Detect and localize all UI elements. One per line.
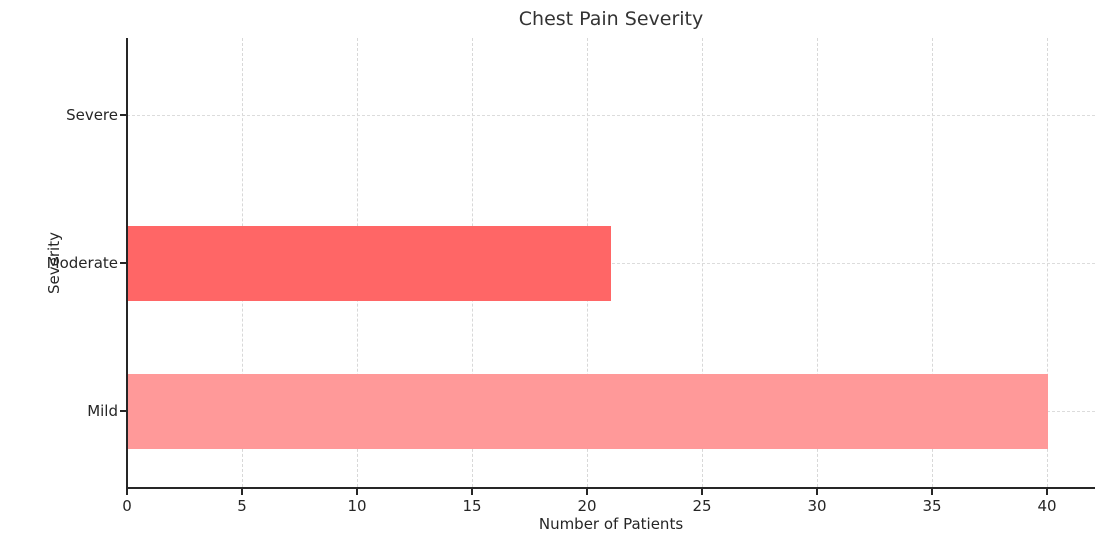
x-tick-mark [931,489,933,495]
x-tick-label: 5 [237,497,247,515]
x-tick-mark [471,489,473,495]
plot-area [127,38,1095,487]
y-tick-mark [120,262,126,264]
chart-title: Chest Pain Severity [518,8,704,30]
x-tick-mark [356,489,358,495]
x-tick-label: 10 [347,497,367,515]
x-tick-mark [241,489,243,495]
y-gridline [127,115,1095,116]
y-tick-label: Mild [87,402,118,420]
x-tick-mark [816,489,818,495]
y-tick-mark [120,114,126,116]
x-gridline [702,38,703,487]
bar-moderate [128,225,611,301]
x-gridline [1047,38,1048,487]
x-tick-label: 0 [122,497,132,515]
y-tick-label: Moderate [46,254,118,272]
x-tick-label: 25 [692,497,712,515]
x-gridline [932,38,933,487]
x-tick-label: 20 [577,497,597,515]
x-gridline [817,38,818,487]
x-axis-spine [126,487,1095,489]
y-tick-mark [120,410,126,412]
x-tick-label: 15 [462,497,482,515]
y-tick-label: Severe [66,106,118,124]
x-tick-label: 40 [1037,497,1057,515]
x-axis-label: Number of Patients [538,515,684,533]
x-tick-mark [701,489,703,495]
x-tick-label: 35 [922,497,942,515]
x-tick-mark [126,489,128,495]
x-tick-mark [586,489,588,495]
x-tick-mark [1046,489,1048,495]
y-axis-spine [126,38,128,488]
x-tick-label: 30 [807,497,827,515]
y-gridline [127,263,1095,264]
bar-mild [128,373,1048,449]
